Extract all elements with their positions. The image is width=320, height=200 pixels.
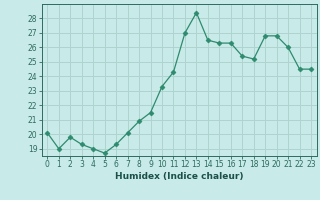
X-axis label: Humidex (Indice chaleur): Humidex (Indice chaleur) <box>115 172 244 181</box>
